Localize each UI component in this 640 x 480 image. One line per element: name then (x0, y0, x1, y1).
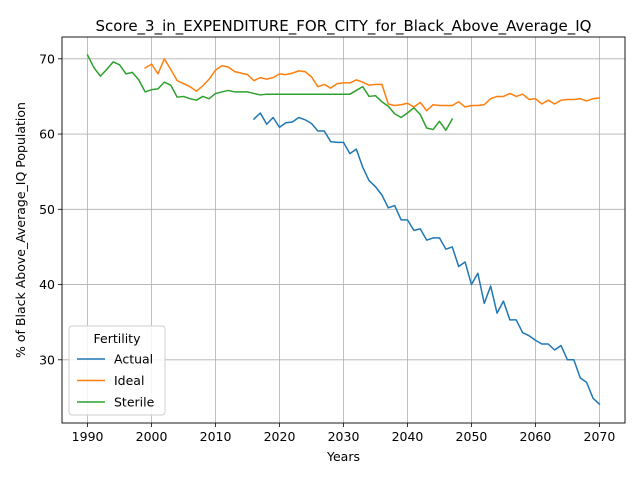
legend: Fertility Actual Ideal Sterile (68, 325, 166, 416)
legend-title: Fertility (94, 331, 142, 346)
legend-box (68, 325, 166, 416)
x-tick-label: 2010 (200, 429, 232, 444)
y-tick-label: 30 (39, 352, 55, 367)
legend-label-ideal: Ideal (114, 373, 144, 388)
x-tick-label: 2030 (328, 429, 360, 444)
series-line-actual (252, 112, 601, 406)
x-tick-label: 2050 (456, 429, 488, 444)
x-tick-label: 2060 (520, 429, 552, 444)
x-tick-label: 2000 (136, 429, 168, 444)
y-tick-label: 40 (39, 277, 55, 292)
x-tick-label: 2040 (392, 429, 424, 444)
series-line-sterile (86, 54, 454, 132)
y-tick-label: 50 (39, 202, 55, 217)
y-axis-label: % of Black Above_Average_IQ Population (13, 102, 28, 358)
legend-label-actual: Actual (114, 352, 153, 367)
x-axis-label: Years (326, 449, 360, 464)
x-tick-label: 2020 (264, 429, 296, 444)
series-line-ideal (144, 58, 601, 112)
chart-title: Score_3_in_EXPENDITURE_FOR_CITY_for_Blac… (96, 17, 592, 36)
x-tick-label: 1990 (72, 429, 104, 444)
x-axis-ticks: 1990 2000 2010 2020 2030 2040 2050 2060 2070 (72, 423, 616, 444)
x-tick-label: 2070 (584, 429, 616, 444)
y-axis-ticks: 30 40 50 60 70 (39, 51, 62, 367)
grid (62, 37, 625, 423)
legend-items: Actual Ideal Sterile (77, 352, 155, 410)
y-tick-label: 60 (39, 127, 55, 142)
series-lines (86, 54, 601, 406)
y-tick-label: 70 (39, 51, 55, 66)
legend-label-sterile: Sterile (114, 395, 155, 410)
